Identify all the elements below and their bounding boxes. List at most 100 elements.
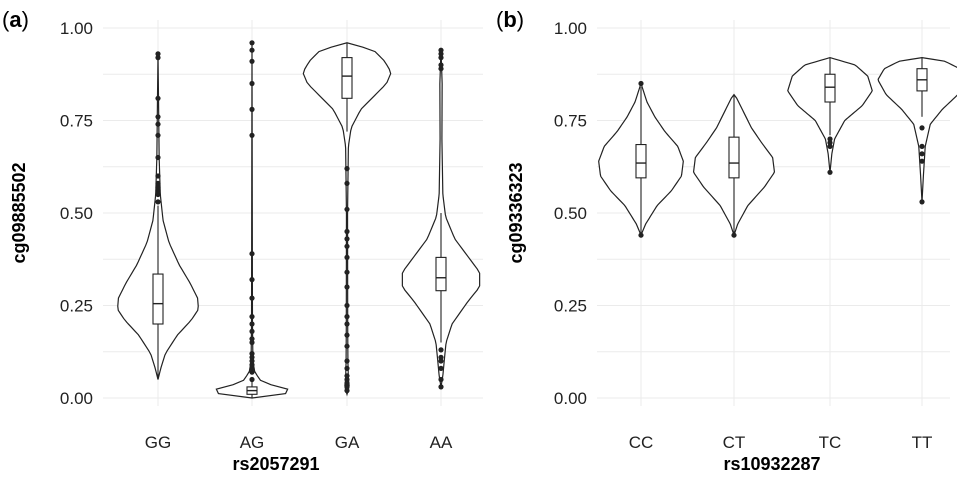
outlier-point	[344, 243, 350, 249]
panel-a-violin-gg	[117, 51, 199, 380]
outlier-point	[344, 384, 350, 390]
outlier-point	[438, 66, 444, 72]
panel-a-x-axis-title: rs2057291	[232, 454, 319, 474]
box-iqr	[152, 273, 164, 325]
outlier-point	[919, 199, 925, 205]
outlier-point	[249, 358, 255, 364]
panel-b: (b) 0.00 0.25 0.50 0.75 1.00 CC CT TC TT rs10932…	[496, 7, 957, 474]
box-iqr	[824, 73, 836, 103]
outlier-point	[638, 232, 644, 238]
box-iqr	[341, 57, 353, 99]
outlier-point	[638, 80, 644, 87]
outlier-point	[155, 51, 161, 57]
outlier-point	[155, 114, 161, 120]
outlier-point	[249, 376, 255, 383]
outlier-point	[344, 358, 350, 364]
outlier-point	[249, 132, 255, 138]
outlier-point	[827, 136, 833, 142]
box-iqr	[728, 136, 740, 179]
panel-a: (a) 0.00 0.25 0.50 0.75 1.00 GG AG GA AA rs20572…	[2, 7, 483, 474]
outlier-point	[438, 47, 444, 53]
outlier-point	[344, 269, 350, 275]
outlier-point	[438, 384, 444, 390]
outlier-point	[249, 362, 255, 368]
outlier-point	[344, 228, 350, 235]
outlier-point	[344, 284, 350, 290]
box-iqr	[435, 256, 447, 292]
outlier-point	[344, 321, 350, 327]
panel-a-y-axis-title: cg09885502	[9, 162, 29, 263]
outlier-point	[249, 47, 255, 53]
panel-a-y-tick-label: 0.25	[60, 297, 93, 316]
panel-b-y-tick-label: 0.00	[554, 389, 587, 408]
panel-b-violin-cc	[598, 80, 684, 238]
panel-b-y-axis-title: cg09336323	[506, 162, 526, 263]
panel-b-y-tick-label: 1.00	[554, 19, 587, 38]
panel-a-violin-aa	[401, 47, 481, 390]
outlier-point	[344, 365, 350, 371]
outlier-point	[249, 251, 255, 257]
outlier-point	[155, 95, 161, 101]
outlier-point	[249, 369, 255, 375]
panel-b-x-tick-label: TT	[912, 433, 933, 452]
outlier-point	[155, 191, 161, 198]
outlier-point	[155, 184, 161, 190]
outlier-point	[344, 376, 350, 383]
panel-a-label: (a)	[2, 7, 29, 32]
outlier-point	[249, 354, 255, 360]
outlier-point	[249, 328, 255, 334]
outlier-point	[438, 376, 444, 383]
outlier-point	[344, 236, 350, 242]
panel-b-x-tick-label: CT	[723, 433, 746, 452]
outlier-point	[155, 199, 161, 205]
panel-b-x-axis-title: rs10932287	[723, 454, 820, 474]
outlier-point	[344, 180, 350, 186]
panel-a-y-tick-label: 0.50	[60, 204, 93, 223]
outlier-point	[827, 140, 833, 146]
outlier-point	[438, 358, 444, 364]
outlier-point	[344, 206, 350, 212]
panel-b-violin-tc	[787, 56, 873, 175]
outlier-point	[919, 158, 925, 164]
outlier-point	[919, 143, 925, 149]
outlier-point	[249, 58, 255, 64]
outlier-point	[827, 169, 833, 175]
outlier-point	[249, 321, 255, 327]
box-iqr	[635, 144, 647, 179]
outlier-point	[827, 143, 833, 149]
panel-b-y-tick-label: 0.75	[554, 112, 587, 131]
outlier-point	[919, 151, 925, 157]
outlier-point	[249, 277, 255, 283]
outlier-point	[344, 380, 350, 386]
outlier-point	[731, 232, 737, 238]
outlier-point	[155, 154, 161, 161]
panel-a-x-tick-label: AA	[430, 433, 453, 452]
outlier-point	[155, 132, 161, 138]
panel-b-x-tick-label: CC	[629, 433, 654, 452]
panel-a-violin-ag	[215, 40, 289, 399]
panel-a-y-tick-label: 1.00	[60, 19, 93, 38]
outlier-point	[344, 254, 350, 260]
panel-a-x-tick-label: GG	[145, 433, 171, 452]
outlier-point	[344, 343, 350, 349]
panel-b-label: (b)	[496, 7, 524, 32]
outlier-point	[344, 302, 350, 309]
outlier-point	[249, 365, 255, 371]
outlier-point	[249, 80, 255, 87]
panel-a-x-tick-label: AG	[240, 433, 265, 452]
outlier-point	[249, 336, 255, 342]
panel-b-violin-ct	[692, 93, 776, 238]
outlier-point	[344, 166, 350, 172]
outlier-point	[249, 106, 255, 112]
outlier-point	[249, 339, 255, 346]
outlier-point	[155, 55, 161, 61]
outlier-point	[438, 51, 444, 57]
outlier-point	[344, 314, 350, 320]
outlier-point	[438, 365, 444, 371]
outlier-point	[438, 347, 444, 353]
outlier-point	[249, 351, 255, 357]
panel-a-y-tick-label: 0.00	[60, 389, 93, 408]
outlier-point	[155, 121, 161, 127]
outlier-point	[344, 332, 350, 338]
